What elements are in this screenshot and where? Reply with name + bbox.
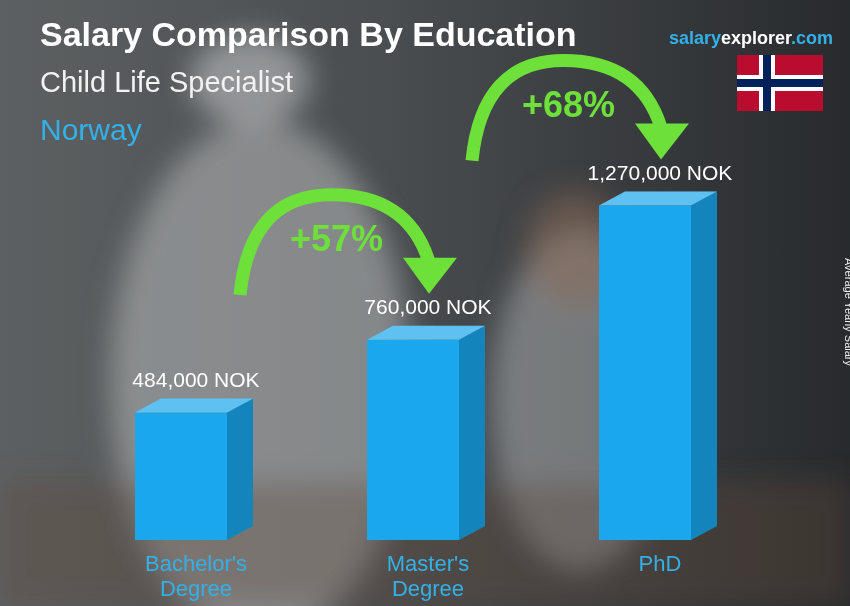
data-label: 1,270,000 NOK: [588, 161, 733, 184]
bar: [135, 413, 227, 540]
flag-cross-inner: [737, 79, 823, 87]
bar-top-shade: [599, 192, 717, 206]
bar: [599, 206, 691, 540]
background: [0, 0, 850, 606]
category-line: Bachelor's: [145, 551, 247, 576]
title: Salary Comparison By Education: [40, 15, 577, 53]
chart-svg: Salary Comparison By Education Child Life…: [0, 0, 850, 606]
arrow-curve: [472, 61, 661, 161]
bar-top: [599, 192, 717, 206]
bar-side: [691, 192, 717, 540]
y-label: Average Yearly Salary: [843, 258, 850, 367]
bar-side: [459, 326, 485, 540]
growth-arrow: [240, 195, 457, 295]
bar-top-shade: [135, 399, 253, 413]
chart-root: Salary Comparison By Education Child Life…: [0, 0, 850, 606]
category-line: Master's: [387, 551, 469, 576]
bar-top: [135, 399, 253, 413]
arrow-curve: [240, 195, 429, 295]
bar-side-shade: [459, 326, 485, 540]
data-label: 760,000 NOK: [364, 295, 491, 318]
bar-group: [367, 326, 485, 540]
annotation: +57%: [290, 218, 383, 259]
category-line: Degree: [160, 576, 232, 601]
bar-top: [367, 326, 485, 340]
bar: [367, 340, 459, 540]
bar-side-shade: [691, 192, 717, 540]
country: Norway: [40, 113, 142, 146]
bar-side: [227, 399, 253, 540]
category-line: PhD: [639, 551, 682, 576]
category-label: PhD: [639, 551, 682, 576]
data-label: 484,000 NOK: [132, 368, 259, 391]
source-part: .com: [791, 28, 833, 48]
source-part: salary: [669, 28, 721, 48]
category-label: Master'sDegree: [387, 551, 469, 601]
source-part: explorer: [721, 28, 792, 48]
page: {"chart_data": {"type": "bar", "title": …: [0, 0, 850, 606]
annotation: +68%: [522, 84, 615, 125]
flag-cross: [737, 75, 823, 91]
flag-field: [737, 55, 823, 111]
bg-dim: [0, 0, 850, 606]
flag: [737, 55, 823, 111]
bar-top-shade: [367, 326, 485, 340]
bars: [135, 192, 717, 540]
bar-group: [135, 399, 253, 540]
category-label: Bachelor'sDegree: [145, 551, 247, 601]
arrow-head: [403, 258, 457, 294]
bar-group: [599, 192, 717, 540]
source: salaryexplorer.com: [669, 28, 833, 48]
category-line: Degree: [392, 576, 464, 601]
arrow-head: [635, 124, 689, 160]
subtitle: Child Life Specialist: [40, 66, 293, 98]
bar-side-shade: [227, 399, 253, 540]
growth-arrow: [472, 61, 689, 161]
